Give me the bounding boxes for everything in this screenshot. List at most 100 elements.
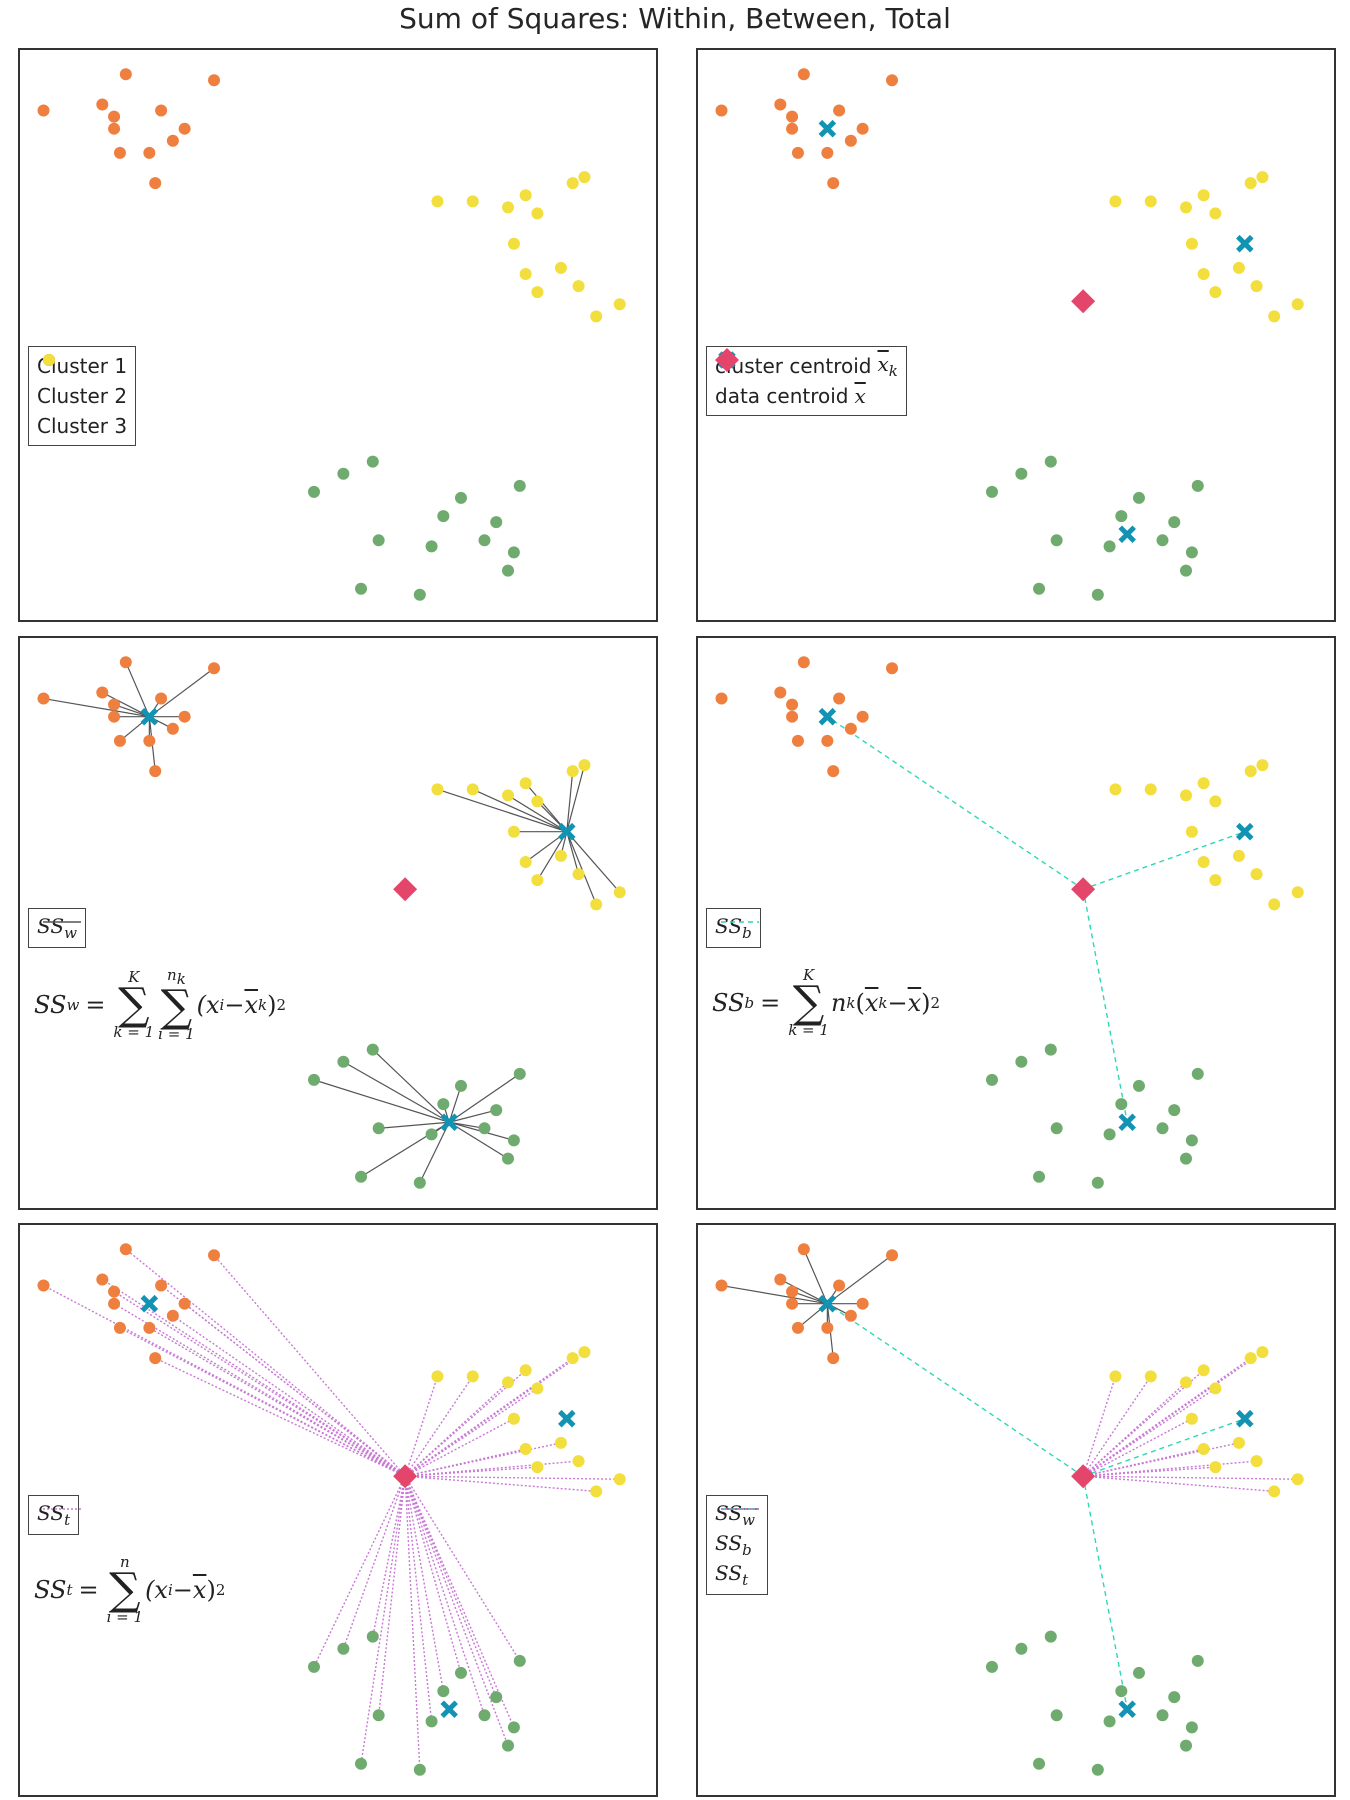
cluster-3-point: [1209, 207, 1222, 220]
cluster-1-point: [437, 1685, 450, 1698]
sst-line: [1083, 1475, 1275, 1493]
cluster-1-point: [507, 1721, 520, 1734]
cluster-3-point: [1197, 189, 1210, 202]
ssw-line: [437, 788, 567, 833]
cluster-3-point: [519, 855, 532, 868]
ssw-line: [449, 1109, 497, 1123]
sst-line: [160, 1284, 406, 1477]
legend-label-data-centroid: data centroid: [715, 384, 849, 408]
cluster-1-point: [1033, 582, 1046, 595]
cluster-1-point: [985, 1660, 998, 1673]
sst-line: [377, 1476, 406, 1716]
cluster-3-point: [1232, 849, 1245, 862]
ssw-line: [826, 1254, 893, 1305]
cluster-2-point: [155, 692, 168, 705]
dotted-line-icon: [721, 1508, 759, 1510]
legend: SSb: [706, 908, 761, 948]
cluster-1-point: [372, 534, 385, 547]
cluster-2-point: [119, 68, 132, 81]
cluster-3-point: [572, 868, 585, 881]
legend-item-data-centroid: data centroid x: [715, 348, 898, 411]
ssw-line: [448, 1073, 521, 1123]
cluster-2-point: [797, 656, 810, 669]
cluster-1-point: [1168, 516, 1181, 529]
sst-line: [404, 1475, 521, 1662]
cluster-2-point: [886, 74, 899, 87]
cluster-1-point: [1050, 1709, 1063, 1722]
ssw-line: [313, 1079, 450, 1123]
cluster-3-point: [1256, 171, 1269, 184]
cluster-1-point: [413, 1763, 426, 1776]
cluster-3-point: [1268, 310, 1281, 323]
cluster-2-point: [844, 134, 857, 147]
cluster-1-point: [1185, 1134, 1198, 1147]
cluster-3-point: [1209, 286, 1222, 299]
sst-line: [1082, 1375, 1152, 1477]
cluster-1-point: [366, 1043, 379, 1056]
cluster-centroid-marker: [1118, 1113, 1136, 1132]
cluster-2-point: [715, 104, 728, 117]
cluster-3-point: [1209, 795, 1222, 808]
cluster-3-point: [1232, 261, 1245, 274]
cluster-2-point: [833, 692, 846, 705]
sst-line: [213, 1254, 406, 1477]
cluster-2-point: [119, 1243, 132, 1256]
ssb-line: [826, 1303, 1084, 1477]
cluster-3-point: [502, 1376, 515, 1389]
cluster-2-point: [108, 710, 121, 723]
cluster-3-point: [531, 286, 544, 299]
cluster-centroid-marker: [440, 1113, 458, 1132]
cluster-2-point: [108, 110, 121, 123]
panel-all: SSw SSb SSt: [696, 1223, 1336, 1797]
cluster-1-point: [1115, 1685, 1128, 1698]
cluster-3-point: [1256, 759, 1269, 772]
sst-line: [1083, 1460, 1257, 1477]
cluster-2-point: [774, 686, 787, 699]
cluster-2-point: [715, 692, 728, 705]
cluster-1-point: [490, 1691, 503, 1704]
cluster-3-point: [566, 177, 579, 190]
cluster-3-point: [1291, 886, 1304, 899]
cluster-2-point: [833, 104, 846, 117]
cluster-2-point: [178, 710, 191, 723]
data-centroid-marker: [1071, 289, 1096, 314]
cluster-1-point: [502, 564, 515, 577]
legend-item-sst: SSt: [37, 1500, 81, 1530]
cluster-1-point: [502, 1152, 515, 1165]
sum-operator: n ∑ i = 1: [106, 1553, 144, 1626]
cluster-2-point: [143, 1321, 156, 1334]
sst-line: [404, 1376, 439, 1477]
cluster-3-point: [1180, 789, 1193, 802]
cluster-1-point: [502, 1739, 515, 1752]
ssw-line: [378, 1121, 450, 1129]
cluster-3-point: [466, 195, 479, 208]
cluster-3-point: [1109, 195, 1122, 208]
cluster-1-point: [1132, 1079, 1145, 1092]
cluster-centroid-marker: [818, 707, 837, 726]
ssb-line: [1082, 1476, 1128, 1710]
legend: SSt: [28, 1495, 81, 1535]
cluster-2-point: [833, 1279, 846, 1292]
cluster-3-point: [1180, 201, 1193, 214]
data-centroid-marker: [1071, 1464, 1096, 1489]
cluster-2-point: [827, 177, 840, 190]
cluster-2-point: [856, 710, 869, 723]
cluster-2-point: [827, 765, 840, 778]
cluster-2-point: [886, 1249, 899, 1262]
legend-label-sst: SSt: [37, 1501, 71, 1529]
cluster-1-point: [1091, 1176, 1104, 1189]
cluster-1-point: [1115, 1098, 1128, 1111]
ssw-line: [566, 831, 621, 893]
cluster-1-point: [355, 1170, 368, 1183]
cluster-centroid-marker: [558, 1409, 576, 1428]
cluster-3-point: [1209, 874, 1222, 887]
cluster-1-point: [1103, 540, 1116, 553]
sum-operator: nk ∑ i = 1: [158, 966, 195, 1043]
cluster-3-point: [1144, 1370, 1157, 1383]
cluster-2-point: [166, 1309, 179, 1322]
cluster-3-point: [1109, 783, 1122, 796]
cluster-3-point: [431, 783, 444, 796]
cluster-1-point: [1015, 467, 1028, 480]
